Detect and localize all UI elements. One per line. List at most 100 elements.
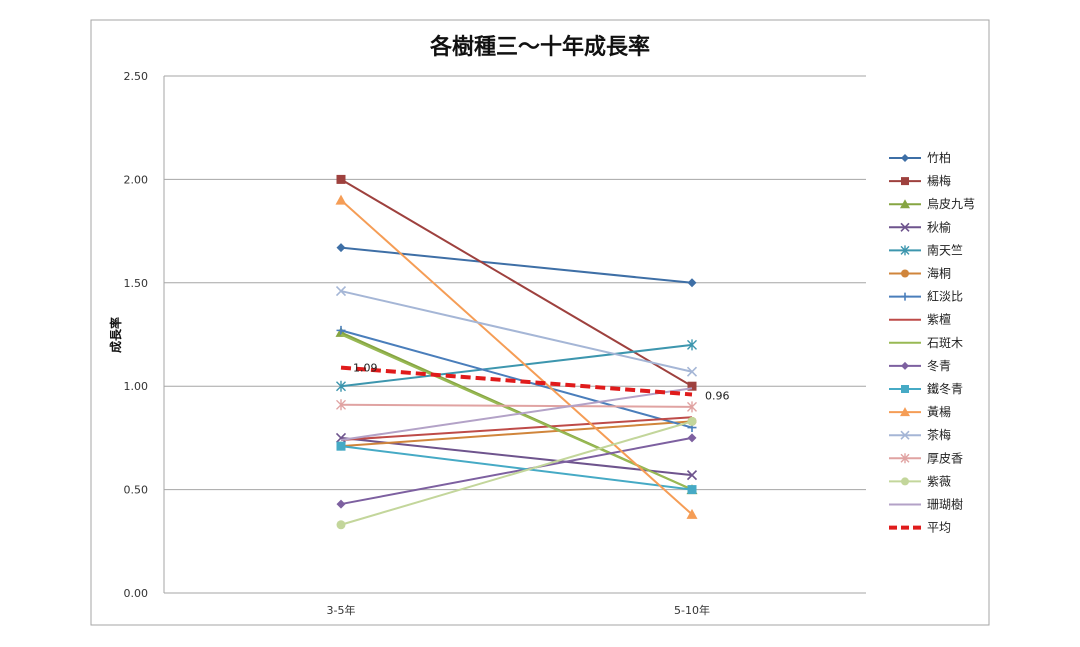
series-line [340, 343, 693, 388]
legend-item: 石斑木 [889, 336, 963, 350]
legend-label: 珊瑚樹 [927, 497, 963, 512]
y-tick-label: 1.00 [124, 380, 149, 393]
series-厚皮香 [336, 399, 697, 413]
legend-item: 紫檀 [889, 312, 951, 327]
data-point [336, 499, 346, 509]
series-鐵冬青 [336, 441, 697, 495]
y-tick-label: 0.00 [124, 587, 149, 600]
data-point [336, 441, 346, 451]
chart-frame [90, 19, 990, 626]
data-point [336, 243, 346, 253]
legend-item: 珊瑚樹 [889, 497, 963, 512]
data-point [686, 470, 698, 481]
x-tick-label: 3-5年 [327, 603, 356, 617]
data-point [901, 292, 909, 301]
data-point [901, 385, 909, 393]
data-point [901, 477, 909, 486]
series-line [340, 199, 693, 516]
y-tick-label: 2.50 [124, 70, 149, 83]
series-line [340, 420, 693, 448]
legend-item: 竹柏 [889, 150, 951, 165]
legend-label: 平均 [927, 521, 951, 535]
gridlines [163, 75, 866, 594]
data-point [901, 177, 909, 186]
legend-label: 紫薇 [927, 474, 951, 488]
data-point [901, 154, 909, 162]
legend-item: 紫薇 [889, 474, 951, 488]
data-point [687, 433, 697, 443]
legend-label: 黃楊 [927, 404, 951, 419]
data-point [336, 399, 346, 411]
legend-item: 紅淡比 [889, 290, 963, 304]
series-珊瑚樹 [340, 387, 693, 441]
data-point [687, 416, 697, 426]
data-point [687, 278, 697, 288]
series-lines: 1.09 0.96 [335, 174, 730, 530]
series-line [340, 445, 693, 491]
x-tick-label: 5-10年 [674, 603, 710, 617]
series-line [340, 333, 693, 491]
series-line [340, 420, 693, 526]
series-line [340, 329, 693, 429]
legend-item: 海桐 [889, 266, 951, 281]
data-point [336, 520, 346, 530]
data-point [335, 194, 347, 205]
legend-label: 竹柏 [927, 150, 951, 165]
data-label: 0.96 [705, 389, 730, 402]
legend-item: 黃楊 [889, 404, 951, 419]
legend-item: 冬青 [889, 358, 951, 373]
legend-label: 冬青 [927, 358, 951, 373]
data-point [687, 401, 697, 413]
series-line [340, 403, 693, 408]
data-point [336, 325, 346, 335]
legend-item: 厚皮香 [889, 451, 963, 465]
data-point [687, 485, 697, 495]
x-tick-labels: 3-5年 5-10年 [327, 603, 710, 617]
series-紫檀 [340, 416, 693, 441]
legend-label: 石斑木 [927, 336, 963, 350]
data-point [686, 366, 698, 377]
data-label: 1.09 [353, 362, 378, 375]
legend-label: 茶梅 [927, 427, 951, 442]
series-黃楊 [335, 194, 698, 519]
legend-label: 紅淡比 [927, 290, 963, 304]
legend-label: 鐵冬青 [927, 381, 963, 396]
y-axis-label: 成長率 [108, 317, 123, 353]
series-秋榆 [335, 432, 698, 481]
data-point [900, 453, 910, 464]
data-point [336, 174, 346, 184]
series-line [340, 436, 693, 506]
series-line [340, 290, 693, 373]
y-tick-label: 2.00 [124, 173, 149, 186]
data-point [687, 339, 697, 351]
series-南天竺 [336, 339, 697, 392]
data-point [336, 380, 346, 392]
data-point [335, 286, 347, 297]
legend-label: 烏皮九芎 [927, 197, 975, 211]
series-line [340, 436, 693, 477]
series-line [340, 387, 693, 441]
series-line [340, 416, 693, 441]
legend-label: 南天竺 [927, 242, 963, 257]
chart-title: 各樹種三～十年成長率 [429, 34, 650, 60]
legend: 竹柏楊梅烏皮九芎秋榆南天竺海桐紅淡比紫檀石斑木冬青鐵冬青黃楊茶梅厚皮香紫薇珊瑚樹… [889, 150, 975, 535]
legend-label: 秋榆 [927, 219, 951, 234]
series-紫薇 [336, 416, 697, 530]
data-point [900, 430, 910, 440]
series-冬青 [336, 433, 697, 509]
series-平均: 1.09 0.96 [340, 362, 730, 402]
legend-label: 厚皮香 [927, 451, 963, 465]
legend-item: 南天竺 [889, 242, 963, 257]
data-point [900, 245, 910, 256]
data-point [686, 508, 698, 519]
series-石斑木 [340, 333, 693, 491]
data-point [687, 381, 697, 391]
data-point [901, 361, 909, 370]
legend-label: 楊梅 [927, 173, 951, 188]
legend-label: 紫檀 [927, 312, 951, 327]
data-point [900, 199, 910, 209]
y-tick-label: 0.50 [124, 484, 149, 497]
legend-item: 平均 [889, 521, 951, 535]
